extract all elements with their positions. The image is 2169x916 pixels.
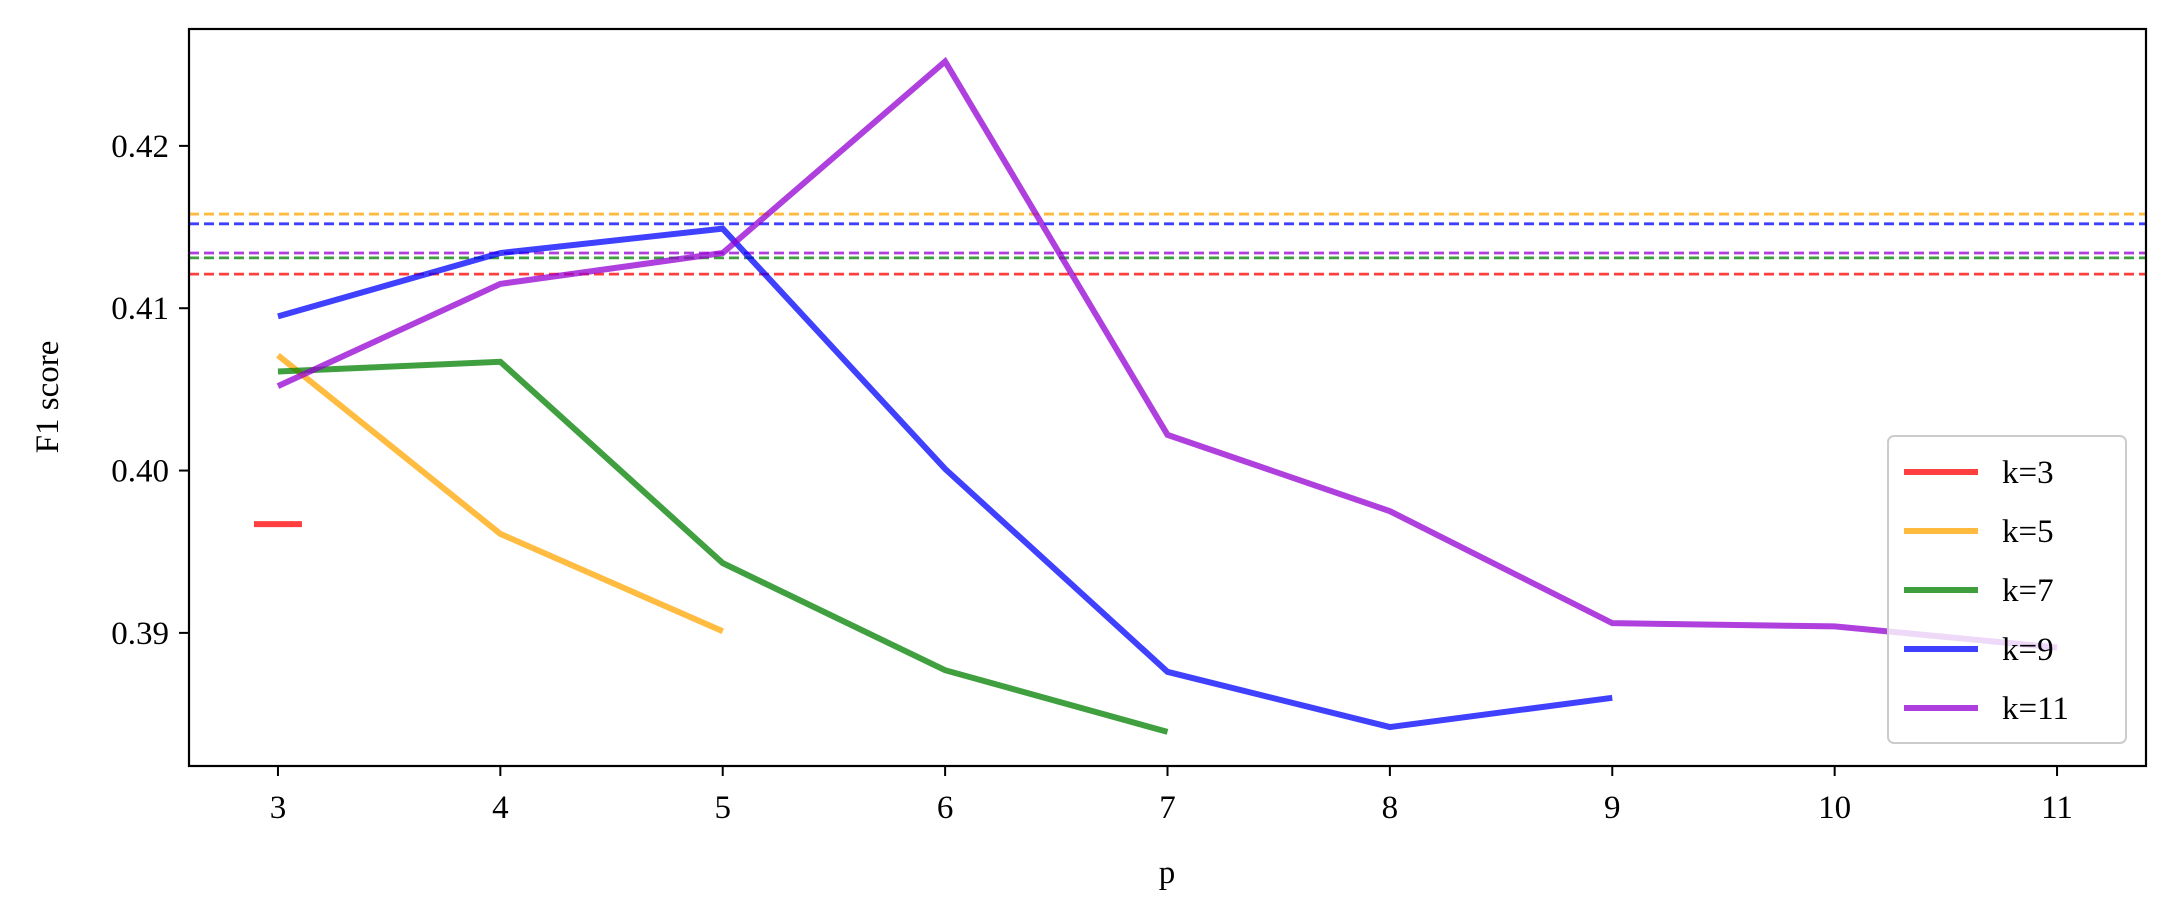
x-axis: 3 4 5 6 7 8 9 10 11 <box>270 766 2073 826</box>
series-line-k-11 <box>276 56 2058 651</box>
x-tick-label: 5 <box>714 790 731 826</box>
x-tick-label: 9 <box>1604 790 1621 826</box>
legend-box <box>1887 435 2127 744</box>
x-tick-label: 7 <box>1159 790 1176 826</box>
x-axis-title: p <box>1159 855 1176 891</box>
y-axis-title: F1 score <box>30 341 66 454</box>
baseline-lines <box>189 212 2146 276</box>
series-line-k-7 <box>277 358 1169 735</box>
legend-label-k-11: k=11 <box>2002 691 2069 727</box>
y-axis: 0.39 0.40 0.41 0.42 <box>111 129 189 652</box>
x-tick-label: 11 <box>2041 790 2073 826</box>
y-tick-label: 0.39 <box>111 616 169 652</box>
series-lines <box>253 56 2058 735</box>
x-tick-label: 4 <box>492 790 509 826</box>
y-tick-label: 0.42 <box>111 129 169 165</box>
x-tick-label: 3 <box>270 790 287 826</box>
y-tick-label: 0.41 <box>111 291 169 327</box>
x-tick-label: 10 <box>1818 790 1851 826</box>
legend-label-k-5: k=5 <box>2002 514 2054 550</box>
x-tick-label: 8 <box>1382 790 1399 826</box>
series-line-k-5 <box>276 352 724 635</box>
series-line-k-9 <box>277 225 1613 731</box>
legend: k=3 k=5 k=7 k=9 k=11 <box>1887 435 2127 744</box>
x-tick-label: 6 <box>937 790 954 826</box>
legend-label-k-9: k=9 <box>2002 632 2054 668</box>
legend-label-k-3: k=3 <box>2002 455 2054 491</box>
legend-label-k-7: k=7 <box>2002 573 2054 609</box>
y-tick-label: 0.40 <box>111 454 169 490</box>
